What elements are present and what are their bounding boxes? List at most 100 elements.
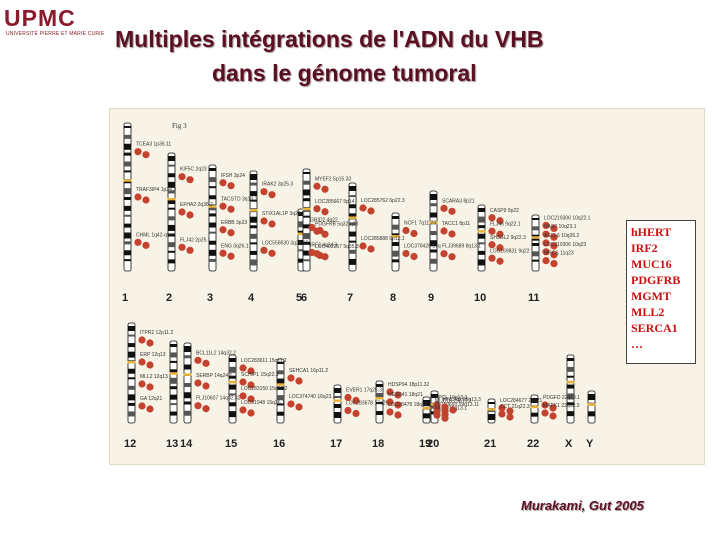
insertion-dot xyxy=(448,207,456,215)
insertion-dot xyxy=(202,382,210,390)
chromosome-band xyxy=(128,334,135,337)
centromere xyxy=(297,232,306,236)
chromosome-band xyxy=(250,191,257,197)
insertion-label: LOC219306 10q23 xyxy=(544,242,586,248)
insertion-dot xyxy=(488,214,496,222)
chromosome-band xyxy=(209,195,216,200)
chromosome-label-X: X xyxy=(565,438,573,450)
insertion-label: IRAK2 3p25.3 xyxy=(262,182,293,188)
chromosome-band xyxy=(349,195,356,198)
chromosome-band xyxy=(170,369,177,374)
insertion-dot xyxy=(268,220,276,228)
chromosome-band xyxy=(124,205,131,211)
chromosome-band xyxy=(392,259,399,263)
chromosome-label-5: 5 xyxy=(296,292,302,304)
insertion-label: SH3GL2 9q22.3 xyxy=(490,235,526,241)
insertion-dot xyxy=(138,402,146,410)
chromosome-band xyxy=(209,240,216,245)
chromosome-band xyxy=(128,385,135,390)
chromosome-band xyxy=(168,250,175,253)
chromosome-band xyxy=(298,240,305,245)
centromere xyxy=(276,383,285,386)
insertion-dot xyxy=(352,409,360,418)
chromosome-label-14: 14 xyxy=(180,438,193,450)
insertion-dot xyxy=(142,151,150,159)
insertion-label: LOC283150 15q22.2 xyxy=(241,386,288,392)
chromosome-band xyxy=(588,394,595,400)
insertion-dot xyxy=(440,227,448,235)
insertion-label: MNCRB 20q13.3 xyxy=(443,397,481,403)
chromosome-band xyxy=(229,411,236,418)
chromosome-band xyxy=(124,161,131,167)
chromosome-band xyxy=(168,224,175,231)
insertion-label: HESD41 18q21 xyxy=(388,392,423,398)
centromere xyxy=(183,373,192,376)
chromosome-band xyxy=(209,231,216,234)
chromosome-label-17: 17 xyxy=(330,438,342,450)
insertion-label: TACC1 8p11 xyxy=(442,221,470,227)
chromosome-band xyxy=(128,402,135,406)
insertion-label: LOC283611 15q11.2 xyxy=(241,358,287,364)
insertion-label: FLJ10650 19q13.11 xyxy=(435,402,479,408)
centromere xyxy=(375,396,384,400)
insertion-label: LOC285762 6p22.3 xyxy=(361,198,405,204)
chromosome-band xyxy=(531,398,538,403)
insertion-dot xyxy=(550,260,558,268)
chromosome-label-7: 7 xyxy=(347,292,353,304)
chromosome-label-21: 21 xyxy=(484,438,496,450)
chromosome-band xyxy=(532,251,539,257)
chromosome-band xyxy=(184,410,191,416)
chromosome-band xyxy=(303,198,310,202)
centromere xyxy=(391,235,400,238)
insertion-label: HDSP94 18p11.32 xyxy=(388,382,430,388)
chromosome-band xyxy=(298,221,305,228)
chromosome-band xyxy=(124,259,131,262)
chromosome-band xyxy=(392,250,399,257)
chromosome-band xyxy=(277,378,284,385)
chromosome-band xyxy=(303,233,310,240)
insertion-dot xyxy=(134,148,142,156)
insertion-label: SEHCA1 16p11.2 xyxy=(289,368,328,374)
citation: Murakami, Gut 2005 xyxy=(521,498,644,513)
centromere xyxy=(228,380,237,384)
insertion-dot xyxy=(321,208,329,216)
chromosome-band xyxy=(349,258,356,265)
insertion-label: GA 12q21 xyxy=(140,396,162,402)
chromosome-band xyxy=(209,213,216,217)
insertion-dot xyxy=(268,191,276,199)
insertion-dot xyxy=(287,400,295,408)
chromosome-band xyxy=(303,180,310,185)
insertion-label: LOC402257 5q35.3 xyxy=(315,244,359,250)
gene-item: hHERT xyxy=(631,225,672,239)
chromosome-label-18: 18 xyxy=(372,438,384,450)
insertion-dot xyxy=(219,179,227,187)
insertion-label: CHML 1q42-qter xyxy=(136,232,173,238)
insertion-label: FLJ42 2p25.1 xyxy=(180,237,211,243)
chromosome-band xyxy=(229,358,236,362)
insertion-dot xyxy=(295,403,303,411)
chromosome-label-22: 22 xyxy=(527,438,539,450)
chromosome-label-9: 9 xyxy=(428,292,434,304)
insertion-dot xyxy=(227,229,235,237)
gene-list-box: hHERT IRF2 MUC16 PDGFRB MGMT MLL2 SERCA1… xyxy=(626,220,696,364)
chromosome-band xyxy=(430,249,437,253)
chromosome-band xyxy=(168,164,175,167)
chromosome-band xyxy=(168,199,175,205)
chromosome-band xyxy=(349,186,356,191)
insertion-dot xyxy=(178,173,186,181)
title-line-2: dans le génome tumoral xyxy=(212,60,477,86)
chromosome-label-4: 4 xyxy=(248,292,255,304)
insertion-label: LOC28478 18q22.1 xyxy=(388,402,432,408)
insertion-dot xyxy=(496,230,504,238)
insertion-label: ENG 3q26.1 xyxy=(221,243,249,249)
chromosome-band xyxy=(250,216,257,223)
chromosome-label-6: 6 xyxy=(301,292,307,304)
centromere xyxy=(587,403,596,406)
insertion-label: MAPK1 22q12.3 xyxy=(543,403,580,409)
chromosome-band xyxy=(124,250,131,256)
chromosome-band xyxy=(303,250,310,256)
gene-item: MLL2 xyxy=(631,305,665,319)
chromosome-band xyxy=(170,411,177,416)
insertion-dot xyxy=(194,356,202,364)
insertion-dot xyxy=(506,413,514,421)
